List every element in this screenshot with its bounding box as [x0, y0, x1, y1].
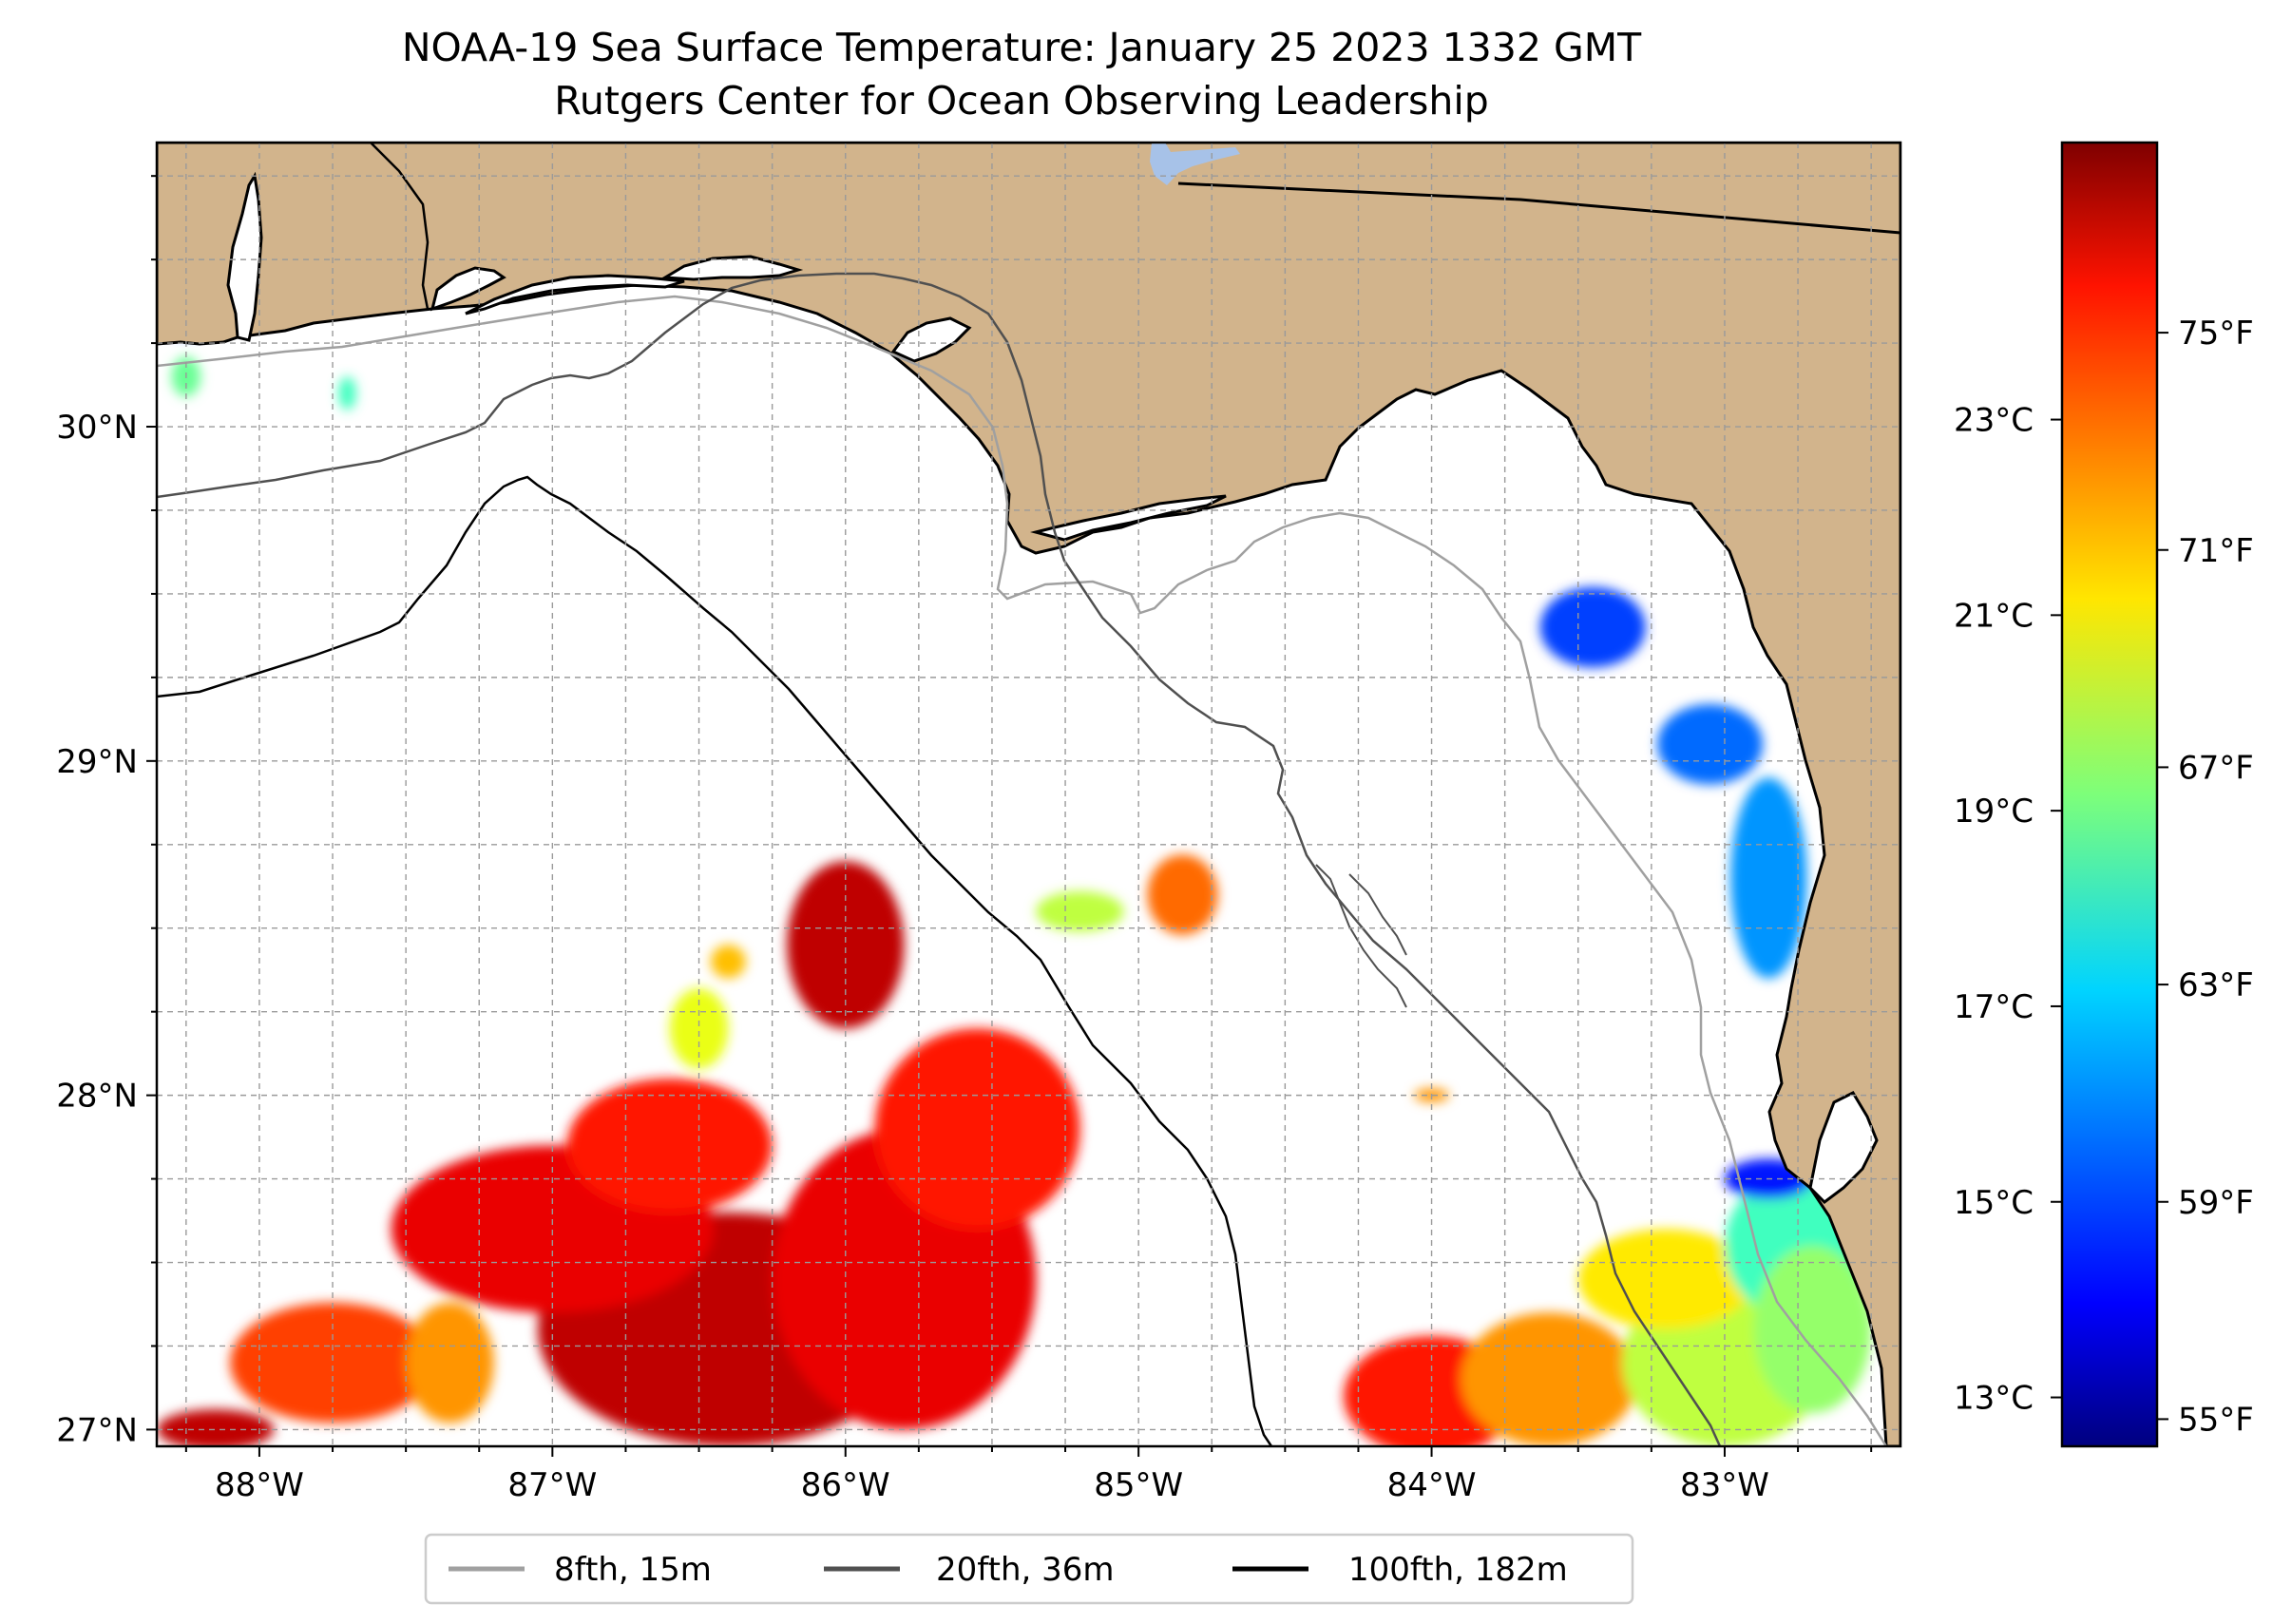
sst-patch: [230, 1302, 435, 1423]
map-area: [157, 143, 1900, 1446]
sst-patch: [1461, 1312, 1637, 1446]
barrier-islands: [465, 274, 685, 315]
celsius-tick-label: 19°C: [1954, 793, 2034, 831]
sst-patch: [1036, 891, 1124, 932]
isobath-8fth: [157, 295, 1888, 1446]
lat-tick-label: 30°N: [56, 409, 138, 447]
sst-patch: [406, 1302, 494, 1423]
sst-patch: [787, 861, 905, 1029]
sst-patch: [874, 1028, 1080, 1230]
map-frame: [155, 141, 1902, 1448]
fahrenheit-tick-label: 75°F: [2178, 315, 2254, 353]
lat-tick-label: 29°N: [56, 743, 138, 781]
gridlines: [157, 143, 1900, 1446]
colorbar-ticks: 55°F 59°F 63°F 67°F 71°F 75°F 13°C 15°C 17°C 19°C…: [1954, 315, 2254, 1439]
lat-tick-label: 27°N: [56, 1411, 138, 1449]
isobath-20fth-shoals: [1315, 864, 1407, 1008]
figure-title-line1: NOAA-19 Sea Surface Temperature: January…: [402, 25, 1642, 70]
state-boundary-west: [370, 143, 430, 310]
lat-tick-label: 28°N: [56, 1078, 138, 1116]
lon-tick-label: 88°W: [215, 1466, 304, 1504]
fahrenheit-tick-label: 63°F: [2178, 966, 2254, 1004]
isobath-20fth: [157, 272, 1722, 1446]
fahrenheit-tick-label: 55°F: [2178, 1401, 2254, 1439]
state-boundary: [1177, 182, 1900, 235]
legend-label-8fth: 8fth, 15m: [554, 1551, 712, 1589]
sst-patch: [1577, 1229, 1754, 1329]
bay-pensacola: [430, 266, 506, 312]
legend-label-100fth: 100fth, 182m: [1348, 1551, 1568, 1589]
sst-patch: [1753, 1245, 1872, 1413]
fahrenheit-tick-label: 71°F: [2178, 532, 2254, 570]
legend-frame: [424, 1533, 1634, 1605]
sst-patch: [710, 945, 746, 979]
celsius-tick-label: 13°C: [1954, 1380, 2034, 1418]
bay-st-andrew: [890, 316, 972, 363]
sst-patch: [338, 376, 356, 411]
sst-patch: [1539, 586, 1646, 668]
lon-tick-label: 86°W: [801, 1466, 890, 1504]
sst-patch: [566, 1079, 773, 1213]
lon-tick-label: 87°W: [507, 1466, 597, 1504]
lon-tick-label: 85°W: [1094, 1466, 1183, 1504]
lon-tick-label: 84°W: [1387, 1466, 1477, 1504]
map-axes: 88°W 87°W 86°W 85°W 84°W 83°W 27°N 28°N 29°N 30°N: [56, 175, 1873, 1504]
colorbar: [2060, 141, 2159, 1448]
celsius-tick-label: 15°C: [1954, 1184, 2034, 1222]
sst-patch: [1657, 704, 1764, 785]
sst-patch: [669, 988, 729, 1069]
lon-tick-label: 83°W: [1680, 1466, 1769, 1504]
sst-patch: [1730, 777, 1807, 979]
isobath-100fth: [157, 475, 1273, 1446]
celsius-tick-label: 23°C: [1954, 402, 2034, 440]
celsius-tick-label: 17°C: [1954, 988, 2034, 1026]
sst-patch: [1147, 854, 1218, 935]
land-mass: [157, 143, 1900, 1446]
celsius-tick-label: 21°C: [1954, 597, 2034, 635]
isobath-legend: 8fth, 15m 20fth, 36m 100fth, 182m: [424, 1533, 1634, 1605]
bay-tampa: [1808, 1091, 1879, 1204]
bay-apalachicola: [1030, 494, 1227, 542]
fahrenheit-tick-label: 67°F: [2178, 749, 2254, 787]
lake: [1150, 143, 1240, 185]
figure-title-line2: Rutgers Center for Ocean Observing Leade…: [554, 78, 1489, 124]
fahrenheit-tick-label: 59°F: [2178, 1184, 2254, 1222]
legend-label-20fth: 20fth, 36m: [936, 1551, 1115, 1589]
